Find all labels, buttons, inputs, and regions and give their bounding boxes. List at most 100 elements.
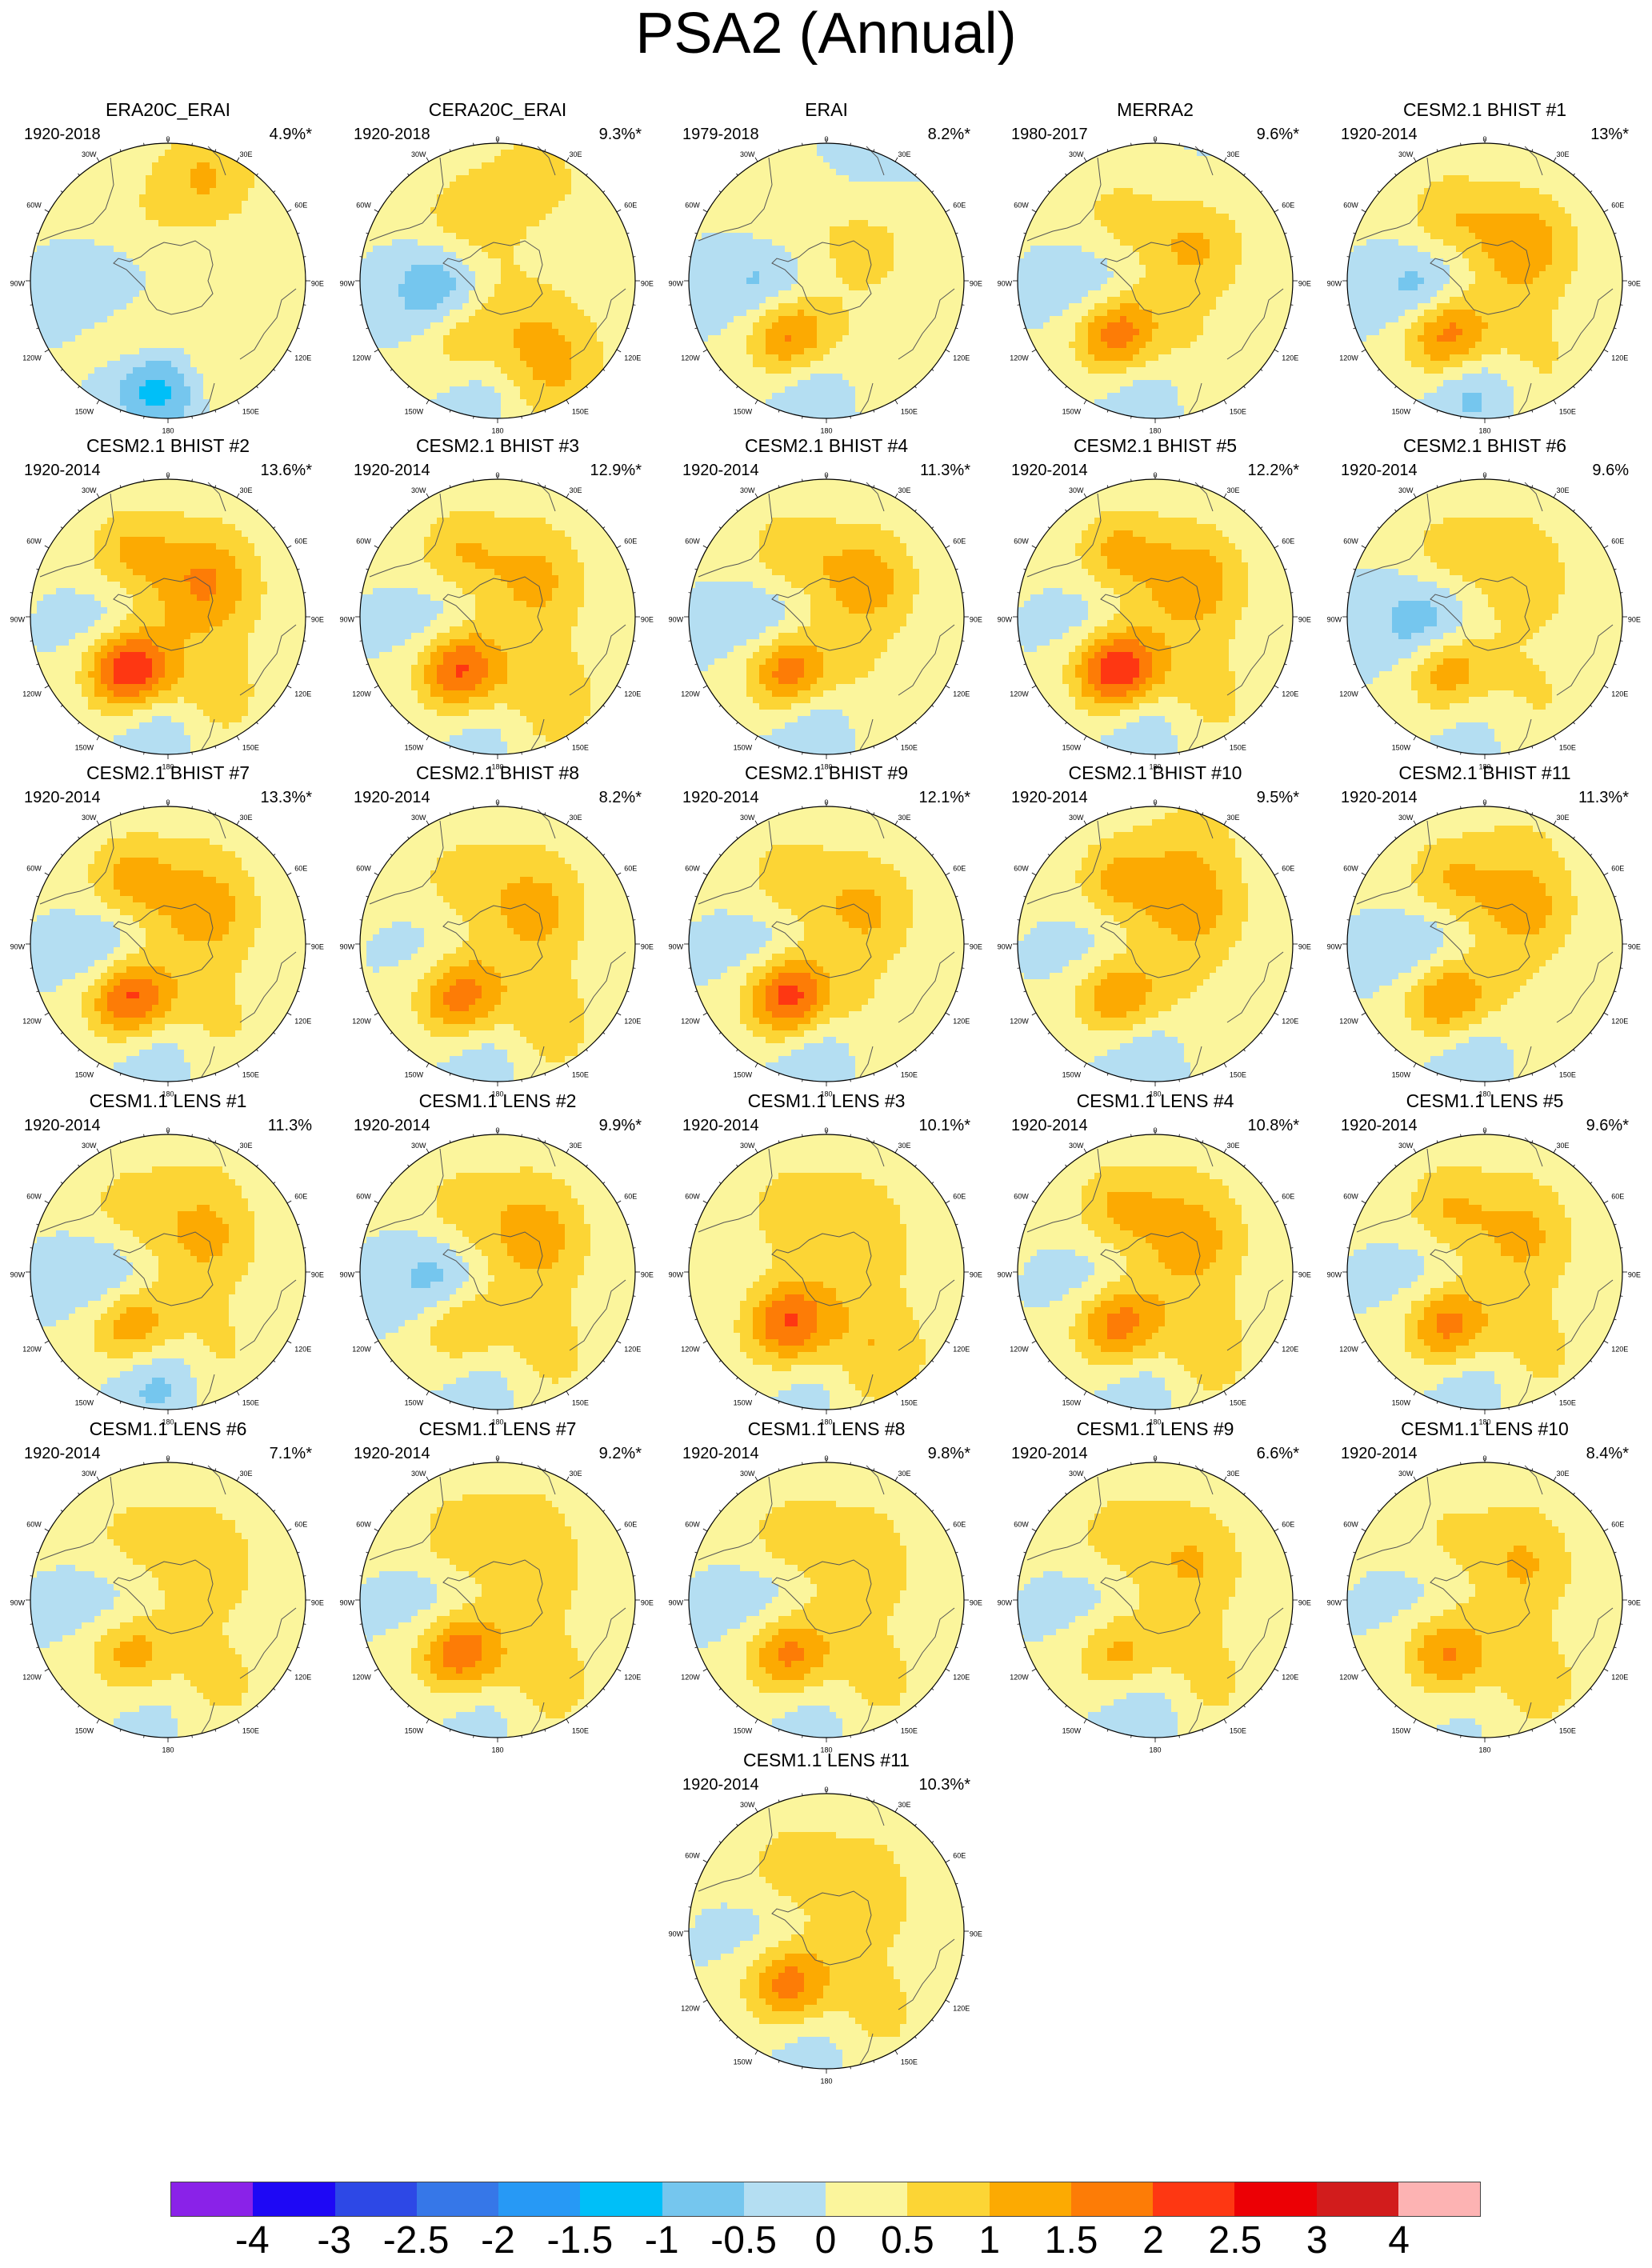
rim-tick [895,736,898,740]
rim-tick [962,1576,964,1577]
rim-tick [719,527,721,529]
rim-tick [192,416,193,418]
rim-tick [1244,386,1246,388]
rim-tick [689,1907,691,1908]
rim-tick [1354,1224,1356,1225]
rim-tick [802,416,803,418]
rim-tick [1261,191,1262,193]
rim-tick [603,527,605,529]
rim-tick [1574,174,1575,175]
rim-tick [703,1860,707,1862]
rim-tick [61,1182,62,1184]
rim-tick [390,370,392,371]
rim-tick [30,593,33,594]
longitude-label: 60W [356,201,371,209]
rim-tick [755,1391,758,1395]
rim-tick [1362,1669,1366,1671]
longitude-label: 120E [953,2004,970,2012]
rim-tick [1084,1063,1086,1067]
longitude-label: 90E [1628,1270,1641,1278]
longitude-label: 30W [1398,1142,1414,1150]
rim-tick [45,873,49,875]
rim-tick [627,664,630,665]
rim-tick [120,1730,121,1732]
longitude-label: 120W [1339,1673,1358,1681]
rim-tick [1395,1493,1397,1494]
rim-tick [1604,210,1608,212]
rim-tick [37,1224,39,1225]
rim-tick [946,1341,950,1343]
anomaly-field [30,806,306,1082]
longitude-label: 120E [624,1673,641,1681]
rim-tick [78,510,80,511]
rim-tick [755,2050,758,2054]
rim-tick [1048,1182,1050,1184]
rim-tick [1066,837,1067,838]
rim-tick [237,1391,239,1395]
rim-tick [1274,1013,1278,1015]
rim-tick [545,486,546,488]
rim-tick [1107,746,1108,749]
rim-tick [850,479,851,482]
rim-tick [1620,1248,1622,1249]
longitude-label: 150W [75,743,94,751]
rim-tick [360,1576,362,1577]
longitude-label: 90W [669,615,684,623]
rim-tick [1347,1624,1350,1625]
rim-tick [1395,722,1397,724]
rim-tick [1274,1201,1278,1203]
rim-tick [1202,410,1203,413]
longitude-label: 60E [624,1520,637,1528]
rim-tick [932,706,934,707]
rim-tick [695,1224,698,1225]
longitude-label: 120E [624,354,641,362]
rim-tick [120,1074,121,1076]
anomaly-field [689,806,965,1082]
rim-tick [895,1063,898,1067]
rim-tick [215,1730,216,1732]
rim-tick [545,746,546,749]
rim-tick [962,968,964,969]
anomaly-field [1347,1134,1623,1410]
rim-tick [586,1165,588,1166]
rim-tick [1290,593,1293,594]
rim-tick [1285,1552,1287,1553]
panel-title: CESM2.1 BHIST #7 [24,762,312,784]
longitude-label: 180 [1478,426,1490,434]
rim-tick [627,569,630,570]
rim-tick [1224,1063,1226,1067]
rim-tick [374,546,378,548]
longitude-label: 90E [641,1270,654,1278]
longitude-label: 60E [1611,537,1624,545]
rim-tick [1604,1341,1608,1343]
rim-tick [695,1978,698,1979]
longitude-label: 60E [953,864,966,872]
rim-tick [1024,896,1026,897]
rim-tick [1414,400,1416,404]
rim-tick [603,1510,605,1512]
rim-tick [390,706,392,707]
rim-tick [1024,569,1026,570]
panel-title: CESM1.1 LENS #11 [682,1749,970,1771]
rim-tick [192,752,193,754]
rim-tick [426,1063,429,1067]
rim-tick [689,1576,691,1577]
longitude-label: 120W [681,354,700,362]
longitude-label: 60W [1014,1192,1029,1200]
rim-tick [1590,370,1592,371]
panel-title: CESM1.1 LENS #4 [1011,1090,1299,1112]
rim-tick [1048,706,1050,707]
rim-tick [545,150,546,152]
rim-tick [1437,1074,1438,1076]
longitude-label: 30W [82,1142,97,1150]
rim-tick [719,706,721,707]
rim-tick [1202,486,1203,488]
longitude-label: 150E [901,2058,918,2066]
rim-tick [1590,1033,1592,1034]
rim-tick [1509,479,1510,482]
rim-tick [1290,1624,1293,1625]
rim-tick [633,920,635,921]
